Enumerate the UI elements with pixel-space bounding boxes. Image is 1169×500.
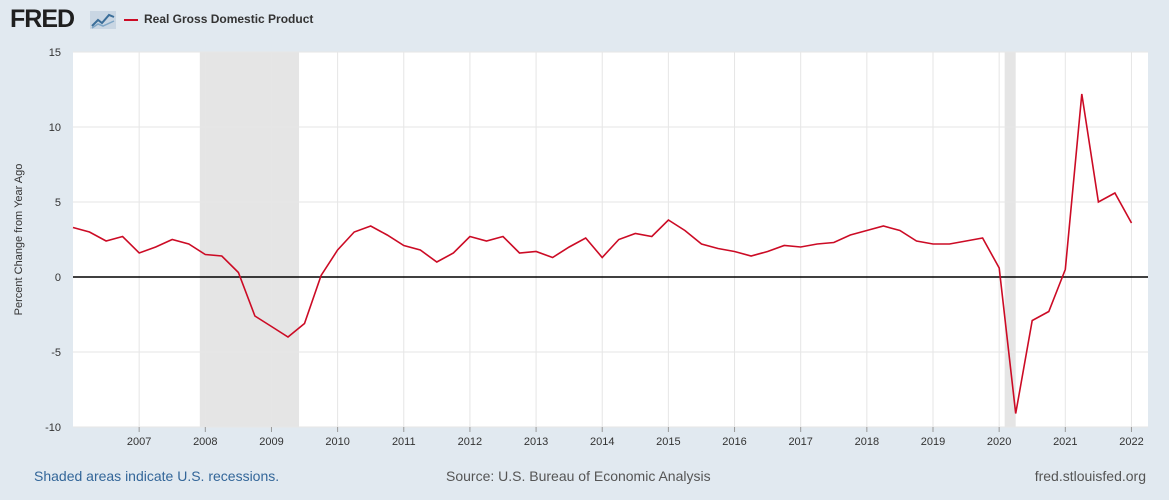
x-tick-label-2022: 2022 <box>1119 436 1143 448</box>
y-tick-label-5: 5 <box>55 197 61 209</box>
y-tick-label--5: -5 <box>51 347 61 359</box>
x-tick-label-2011: 2011 <box>392 436 416 448</box>
y-tick-label--10: -10 <box>45 422 61 434</box>
x-tick-label-2019: 2019 <box>921 436 945 448</box>
legend-swatch <box>124 19 138 21</box>
x-tick-label-2018: 2018 <box>855 436 879 448</box>
x-tick-label-2012: 2012 <box>458 436 482 448</box>
series-line-real-gdp <box>72 93 1133 414</box>
site-url[interactable]: fred.stlouisfed.org <box>1034 468 1146 484</box>
x-tick-label-2016: 2016 <box>722 436 746 448</box>
y-tick-label-15: 15 <box>49 47 61 59</box>
x-tick-label-2010: 2010 <box>325 436 349 448</box>
y-tick-label-0: 0 <box>55 272 61 284</box>
chart-area[interactable]: 15 10 5 0 -5 -10 2007 2008 2009 2010 2011 2012 2013… <box>0 40 1169 460</box>
recession-note: Shaded areas indicate U.S. recessions. <box>34 468 280 484</box>
x-tick-label-2015: 2015 <box>656 436 680 448</box>
x-axis-ticks: 2007 2008 2009 2010 2011 2012 2013 2014 2015 2016… <box>127 427 1144 448</box>
recession-band-1 <box>1004 52 1016 427</box>
y-tick-label-10: 10 <box>49 122 61 134</box>
x-tick-label-2014: 2014 <box>590 436 614 448</box>
y-axis-title: Percent Change from Year Ago <box>13 164 25 316</box>
x-tick-label-2021: 2021 <box>1053 436 1077 448</box>
y-axis-ticks: 15 10 5 0 -5 -10 <box>45 47 61 434</box>
x-tick-label-2009: 2009 <box>259 436 283 448</box>
chart-header: FRED Real Gross Domestic Product <box>0 0 1169 40</box>
x-tick-label-2007: 2007 <box>127 436 151 448</box>
recession-shading <box>199 52 1016 427</box>
source-note: Source: U.S. Bureau of Economic Analysis <box>446 468 711 484</box>
fred-chart-icon <box>90 11 116 29</box>
x-tick-label-2008: 2008 <box>193 436 217 448</box>
legend-label: Real Gross Domestic Product <box>144 12 314 26</box>
recession-band-0 <box>199 52 300 427</box>
x-tick-label-2017: 2017 <box>788 436 812 448</box>
gridlines <box>73 51 1148 428</box>
x-tick-label-2020: 2020 <box>987 436 1011 448</box>
fred-logo[interactable]: FRED <box>10 5 75 33</box>
x-tick-label-2013: 2013 <box>524 436 548 448</box>
